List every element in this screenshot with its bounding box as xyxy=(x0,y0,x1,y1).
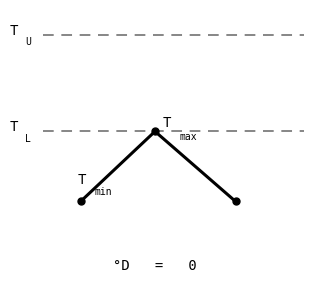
Text: L: L xyxy=(25,134,31,144)
Text: U: U xyxy=(25,37,31,47)
Text: min: min xyxy=(95,187,112,197)
Text: T: T xyxy=(163,116,171,130)
Text: °D   =   0: °D = 0 xyxy=(113,259,197,273)
Text: T: T xyxy=(78,173,86,187)
Text: max: max xyxy=(180,132,197,142)
Text: T: T xyxy=(9,24,18,38)
Text: T: T xyxy=(9,120,18,134)
